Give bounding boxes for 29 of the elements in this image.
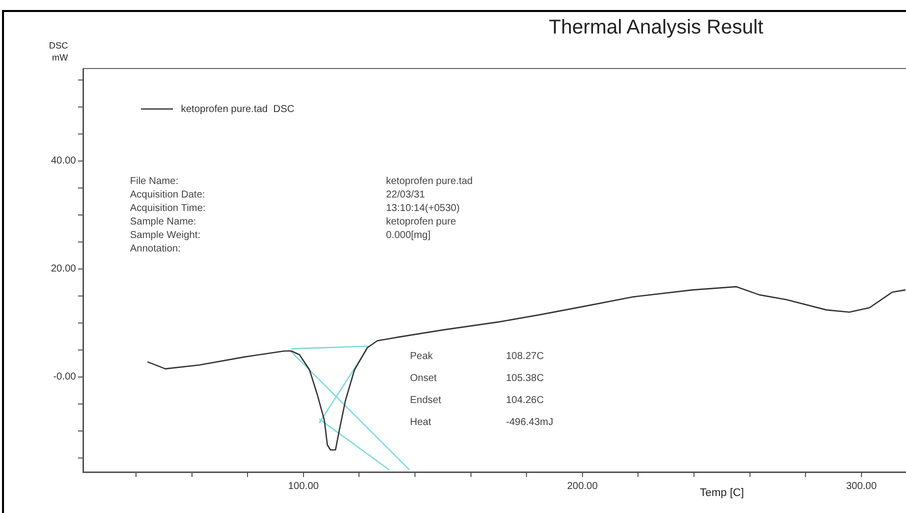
- y-tick-label: 20.00: [50, 264, 76, 275]
- annotation: File Name:: [130, 176, 178, 187]
- x-tick-label: 200.00: [567, 480, 598, 492]
- annotation: Sample Name:: [130, 216, 196, 228]
- annotation: Acquisition Date:: [130, 189, 206, 200]
- annotation: 108.27C: [506, 350, 544, 362]
- annotation: 13:10:14(+0530): [386, 202, 460, 214]
- annotation: Sample Weight:: [130, 230, 200, 241]
- y-tick-label: -0.00: [53, 372, 76, 383]
- annotation: -496.43mJ: [506, 416, 554, 428]
- y-axis-title: DSC mW: [48, 40, 68, 62]
- x-tick-label: 300.00: [846, 480, 878, 492]
- annotation: Annotation:: [130, 243, 181, 254]
- legend-label: ketoprofen pure.tad DSC: [181, 104, 294, 115]
- annotation: 105.38C: [506, 372, 544, 384]
- annotation: Onset: [410, 372, 437, 384]
- annotation: 104.26C: [506, 394, 544, 406]
- annotation: Heat: [410, 416, 432, 428]
- chart-title: Thermal Analysis Result: [548, 16, 764, 39]
- x-tick-label: 100.00: [288, 480, 320, 492]
- annotation: 0.000[mg]: [386, 230, 431, 241]
- y-tick-label: 40.00: [50, 156, 76, 167]
- annotation: Peak: [410, 350, 434, 362]
- annotation: ketoprofen pure.tad: [386, 176, 473, 187]
- annotation: 22/03/31: [386, 189, 426, 200]
- annotation: Acquisition Time:: [130, 202, 206, 214]
- annotation: Endset: [410, 394, 442, 406]
- x-axis-title: Temp [C]: [700, 487, 744, 500]
- annotation: ketoprofen pure: [386, 216, 456, 228]
